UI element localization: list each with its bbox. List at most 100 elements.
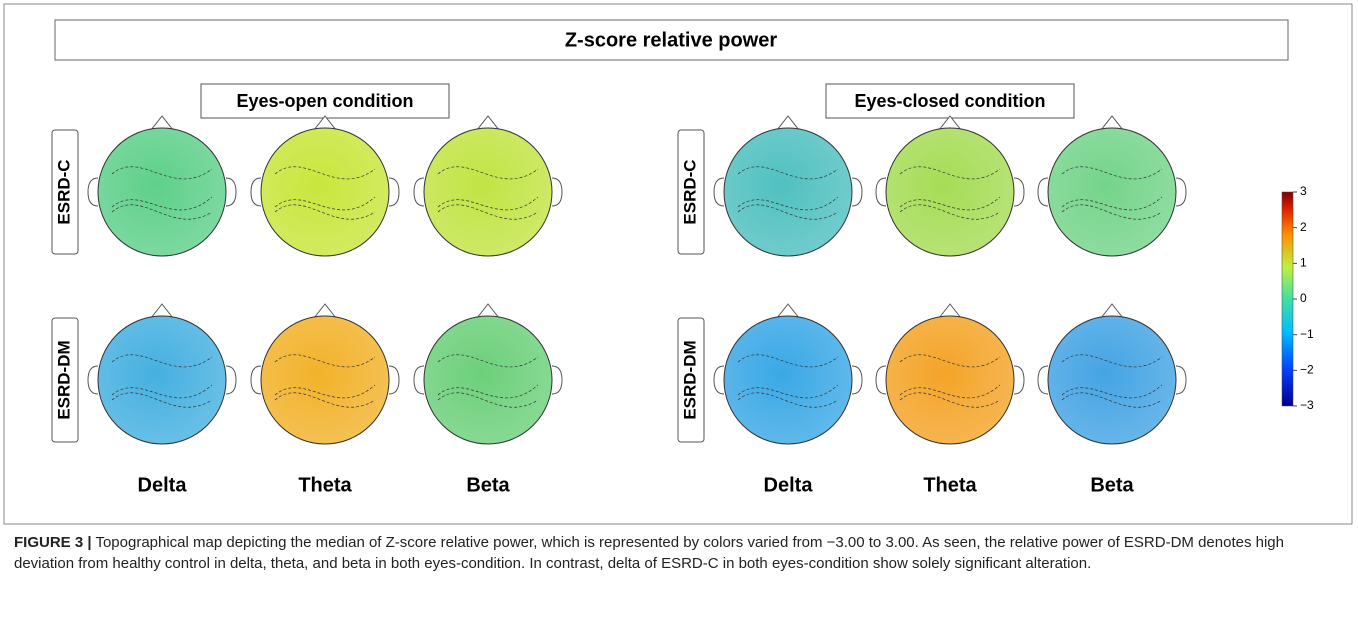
ear xyxy=(225,177,237,207)
ear xyxy=(851,365,863,395)
topomap xyxy=(723,127,853,257)
nose xyxy=(313,115,337,131)
caption: FIGURE 3 | Topographical map depicting t… xyxy=(14,532,1344,574)
ear xyxy=(1037,177,1049,207)
topomap xyxy=(423,127,553,257)
colorbar-tick-label: −1 xyxy=(1300,327,1314,341)
contour xyxy=(737,392,839,408)
topomap xyxy=(1047,127,1177,257)
contour xyxy=(899,196,1001,211)
colorbar-tick-label: 2 xyxy=(1300,220,1307,234)
contour xyxy=(274,354,376,368)
band-label: Beta xyxy=(1090,474,1134,496)
contour xyxy=(437,354,539,368)
nose xyxy=(1100,115,1124,131)
contour xyxy=(111,384,213,399)
group-box xyxy=(677,129,705,255)
title-box xyxy=(54,19,1289,61)
ear xyxy=(875,177,887,207)
group-box xyxy=(51,317,79,443)
ear xyxy=(413,365,425,395)
group-label: ESRD-C xyxy=(54,159,73,224)
condition-label: Eyes-closed condition xyxy=(854,91,1045,111)
topomap xyxy=(423,315,553,445)
contour xyxy=(437,392,539,408)
contour xyxy=(737,204,839,220)
contour xyxy=(274,392,376,408)
ear xyxy=(388,365,400,395)
contour xyxy=(274,204,376,220)
topomap xyxy=(260,127,390,257)
topomap xyxy=(723,315,853,445)
figure: Z-score relative power Eyes-open conditi… xyxy=(3,3,1353,525)
contour xyxy=(111,354,213,368)
ear xyxy=(1013,177,1025,207)
ear xyxy=(1175,365,1187,395)
ear xyxy=(1037,365,1049,395)
nose xyxy=(938,115,962,131)
nose xyxy=(313,303,337,319)
ear xyxy=(551,365,563,395)
contour xyxy=(899,354,1001,368)
nose xyxy=(150,303,174,319)
contour xyxy=(437,384,539,399)
colorbar-tick-label: 0 xyxy=(1300,291,1307,305)
band-label: Theta xyxy=(298,474,352,496)
nose xyxy=(776,303,800,319)
topomap xyxy=(885,127,1015,257)
band-label: Delta xyxy=(764,474,814,496)
contour xyxy=(111,204,213,220)
group-label: ESRD-C xyxy=(680,159,699,224)
caption-label: FIGURE 3 | xyxy=(14,534,92,551)
colorbar-tick-label: −2 xyxy=(1300,363,1314,377)
band-label: Delta xyxy=(138,474,188,496)
ear xyxy=(250,177,262,207)
contour xyxy=(899,384,1001,399)
ear xyxy=(413,177,425,207)
contour xyxy=(899,392,1001,408)
condition-label: Eyes-open condition xyxy=(236,91,413,111)
ear xyxy=(87,177,99,207)
contour xyxy=(1061,354,1163,368)
contour xyxy=(899,166,1001,180)
group-label: ESRD-DM xyxy=(680,340,699,419)
nose xyxy=(150,115,174,131)
colorbar-tick-label: −3 xyxy=(1300,398,1314,412)
group-box xyxy=(51,129,79,255)
nose xyxy=(476,115,500,131)
contour xyxy=(437,166,539,180)
contour xyxy=(1061,166,1163,180)
nose xyxy=(476,303,500,319)
ear xyxy=(225,365,237,395)
contour xyxy=(737,196,839,211)
ear xyxy=(851,177,863,207)
nose xyxy=(938,303,962,319)
contour xyxy=(1061,204,1163,220)
group-label: ESRD-DM xyxy=(54,340,73,419)
ear xyxy=(1013,365,1025,395)
nose xyxy=(1100,303,1124,319)
colorbar-tick-label: 1 xyxy=(1300,256,1307,270)
topomap xyxy=(97,127,227,257)
contour xyxy=(274,166,376,180)
band-label: Beta xyxy=(466,474,510,496)
ear xyxy=(250,365,262,395)
contour xyxy=(1061,392,1163,408)
group-box xyxy=(677,317,705,443)
ear xyxy=(388,177,400,207)
ear xyxy=(875,365,887,395)
band-label: Theta xyxy=(923,474,977,496)
ear xyxy=(551,177,563,207)
contour xyxy=(274,384,376,399)
contour xyxy=(111,392,213,408)
colorbar xyxy=(1281,191,1294,407)
nose xyxy=(776,115,800,131)
contour xyxy=(737,354,839,368)
contour xyxy=(111,166,213,180)
topomap xyxy=(260,315,390,445)
ear xyxy=(1175,177,1187,207)
contour xyxy=(111,196,213,211)
contour xyxy=(737,384,839,399)
contour xyxy=(737,166,839,180)
